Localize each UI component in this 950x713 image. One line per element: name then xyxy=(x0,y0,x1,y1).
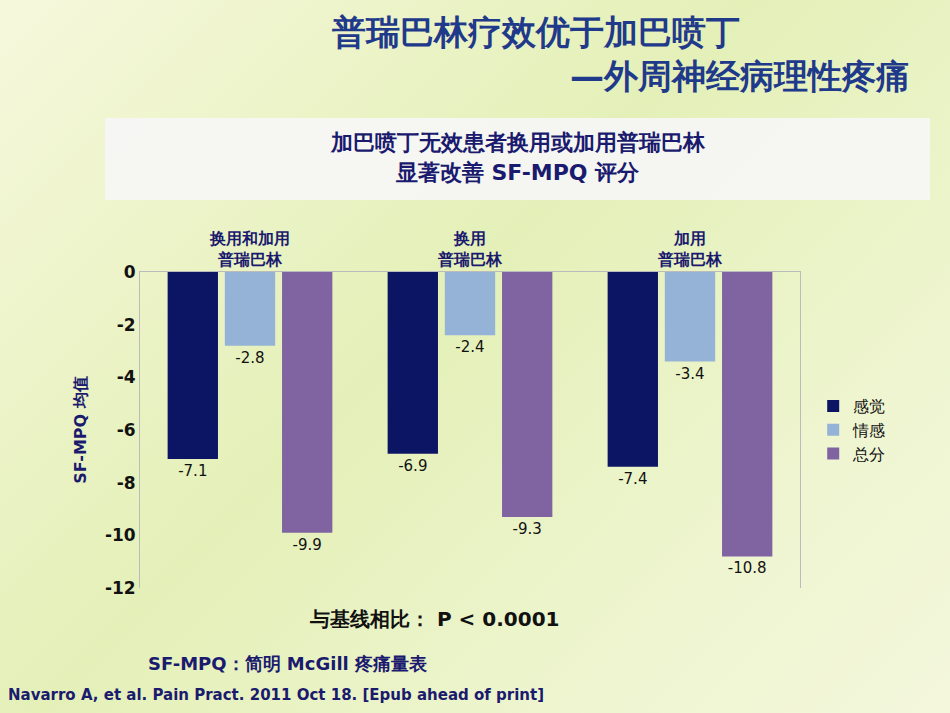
svg-text:-4: -4 xyxy=(117,367,136,387)
svg-text:-7.1: -7.1 xyxy=(178,462,207,480)
svg-text:-3.4: -3.4 xyxy=(675,365,704,383)
svg-text:-9.3: -9.3 xyxy=(513,520,542,538)
svg-text:-2.8: -2.8 xyxy=(235,349,264,367)
svg-text:情感: 情感 xyxy=(852,421,885,440)
svg-text:SF-MPQ 均值: SF-MPQ 均值 xyxy=(71,376,90,483)
svg-text:-2.4: -2.4 xyxy=(455,338,484,356)
svg-text:-6.9: -6.9 xyxy=(398,457,427,475)
html-text:与基线相比： P < 0.0001: 与基线相比： P < 0.0001 xyxy=(310,607,560,631)
html-text:—外周神经病理性疼痛: —外周神经病理性疼痛 xyxy=(570,56,910,96)
svg-text:换用和加用普瑞巴林: 换用和加用普瑞巴林 xyxy=(209,229,290,269)
svg-text:-10: -10 xyxy=(105,525,136,545)
svg-text:-9.9: -9.9 xyxy=(293,536,322,554)
svg-text:-7.4: -7.4 xyxy=(618,470,647,488)
svg-text:-12: -12 xyxy=(105,578,136,598)
html-text:显著改善 SF-MPQ 评分: 显著改善 SF-MPQ 评分 xyxy=(395,160,640,185)
svg-text:总分: 总分 xyxy=(852,445,885,464)
svg-text:-10.8: -10.8 xyxy=(728,559,767,577)
html-text:普瑞巴林疗效优于加巴喷丁: 普瑞巴林疗效优于加巴喷丁 xyxy=(332,12,740,52)
html-text:Navarro A, et al. Pain Pract.: Navarro A, et al. Pain Pract. 2011 Oct 1… xyxy=(8,686,545,704)
svg-text:-6: -6 xyxy=(117,420,136,440)
svg-text:感觉: 感觉 xyxy=(853,397,885,416)
html-text:加巴喷丁无效患者换用或加用普瑞巴林: 加巴喷丁无效患者换用或加用普瑞巴林 xyxy=(330,130,705,155)
svg-text:-2: -2 xyxy=(117,315,136,335)
svg-text:0: 0 xyxy=(124,262,136,282)
svg-text:加用普瑞巴林: 加用普瑞巴林 xyxy=(657,229,723,269)
svg-text:-8: -8 xyxy=(117,473,136,493)
svg-text:换用普瑞巴林: 换用普瑞巴林 xyxy=(437,229,503,269)
html-text:SF-MPQ：简明 McGill 疼痛量表: SF-MPQ：简明 McGill 疼痛量表 xyxy=(148,653,427,674)
